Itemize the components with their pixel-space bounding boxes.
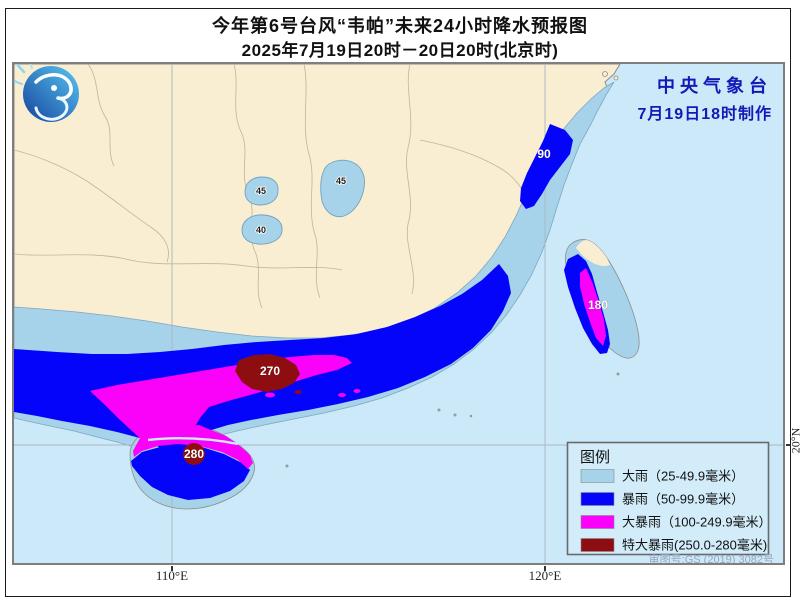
small-islets xyxy=(285,372,620,468)
taiwan-north-tip xyxy=(576,240,610,266)
legend-swatch-extreme-rainstorm xyxy=(580,538,615,552)
extreme-islet xyxy=(294,390,302,394)
qiongzhou-strait xyxy=(147,437,239,446)
legend: 图例 大雨（25-49.9毫米） 暴雨（50-99.9毫米） 大暴雨（100-2… xyxy=(566,441,772,556)
spot-label-3: 40 xyxy=(256,225,266,235)
image-border xyxy=(5,8,791,597)
legend-title: 图例 xyxy=(580,449,610,466)
legend-label-rainstorm: 暴雨（50-99.9毫米） xyxy=(622,492,744,507)
taiwan-heavy-storm-band xyxy=(580,268,606,346)
legend-label-extreme-rainstorm: 特大暴雨(250.0-280毫米) xyxy=(622,538,767,553)
lon-label-110e: 110°E xyxy=(155,568,189,583)
hainan-heavy-storm-band xyxy=(133,422,253,469)
magenta-islets xyxy=(265,389,361,398)
lat-tick-20n xyxy=(786,444,791,446)
lon-label-120e: 120°E xyxy=(528,568,562,583)
map-canvas: 90 180 270 280 45 45 40 图例 大雨（25-49.9毫米）… xyxy=(7,45,785,566)
legend-label-heavy-rainstorm: 大暴雨（100-249.9毫米） xyxy=(622,515,772,530)
legend-swatch-heavy-rainstorm xyxy=(580,515,615,529)
hainan-storm-band xyxy=(131,445,250,500)
lon-tick-120e xyxy=(544,566,546,571)
lon-tick-110e xyxy=(171,566,173,571)
max-label-zhejiang: 90 xyxy=(537,147,551,161)
map-approval-number: 审图号:GS (2019) 3082号 xyxy=(649,552,774,563)
page-subtitle: 2025年7月19日20时－20日20时(北京时) xyxy=(241,41,559,60)
rain-patch-extreme-guangdong xyxy=(235,354,300,392)
spot-label-1: 45 xyxy=(256,186,266,196)
rain-patch-extreme-hainan xyxy=(183,443,205,465)
inland-rain-spots xyxy=(241,159,365,245)
agency-name: 中央气象台 xyxy=(657,76,772,96)
lat-label-20n: 20°N xyxy=(788,427,800,454)
max-label-guangdong: 270 xyxy=(260,364,280,378)
spot-label-2: 45 xyxy=(336,176,346,186)
agency-block: 中央气象台 7月19日18时制作 xyxy=(638,72,773,124)
page-title: 今年第6号台风“韦帕”未来24小时降水预报图 xyxy=(211,16,589,36)
legend-label-heavy-rain: 大雨（25-49.9毫米） xyxy=(622,469,744,484)
max-label-taiwan: 180 xyxy=(588,298,608,312)
logo-dragon-swirl xyxy=(34,73,73,101)
forecast-map: 90 180 270 280 45 45 40 图例 大雨（25-49.9毫米）… xyxy=(7,45,785,566)
legend-swatch-rainstorm xyxy=(580,492,615,506)
max-label-hainan: 280 xyxy=(184,447,204,461)
rain-blob-storm-zhejiang xyxy=(520,124,573,209)
coastal-islets xyxy=(602,71,619,81)
legend-swatch-heavy-rain xyxy=(580,469,615,483)
agency-issue-time: 7月19日18时制作 xyxy=(637,106,772,123)
